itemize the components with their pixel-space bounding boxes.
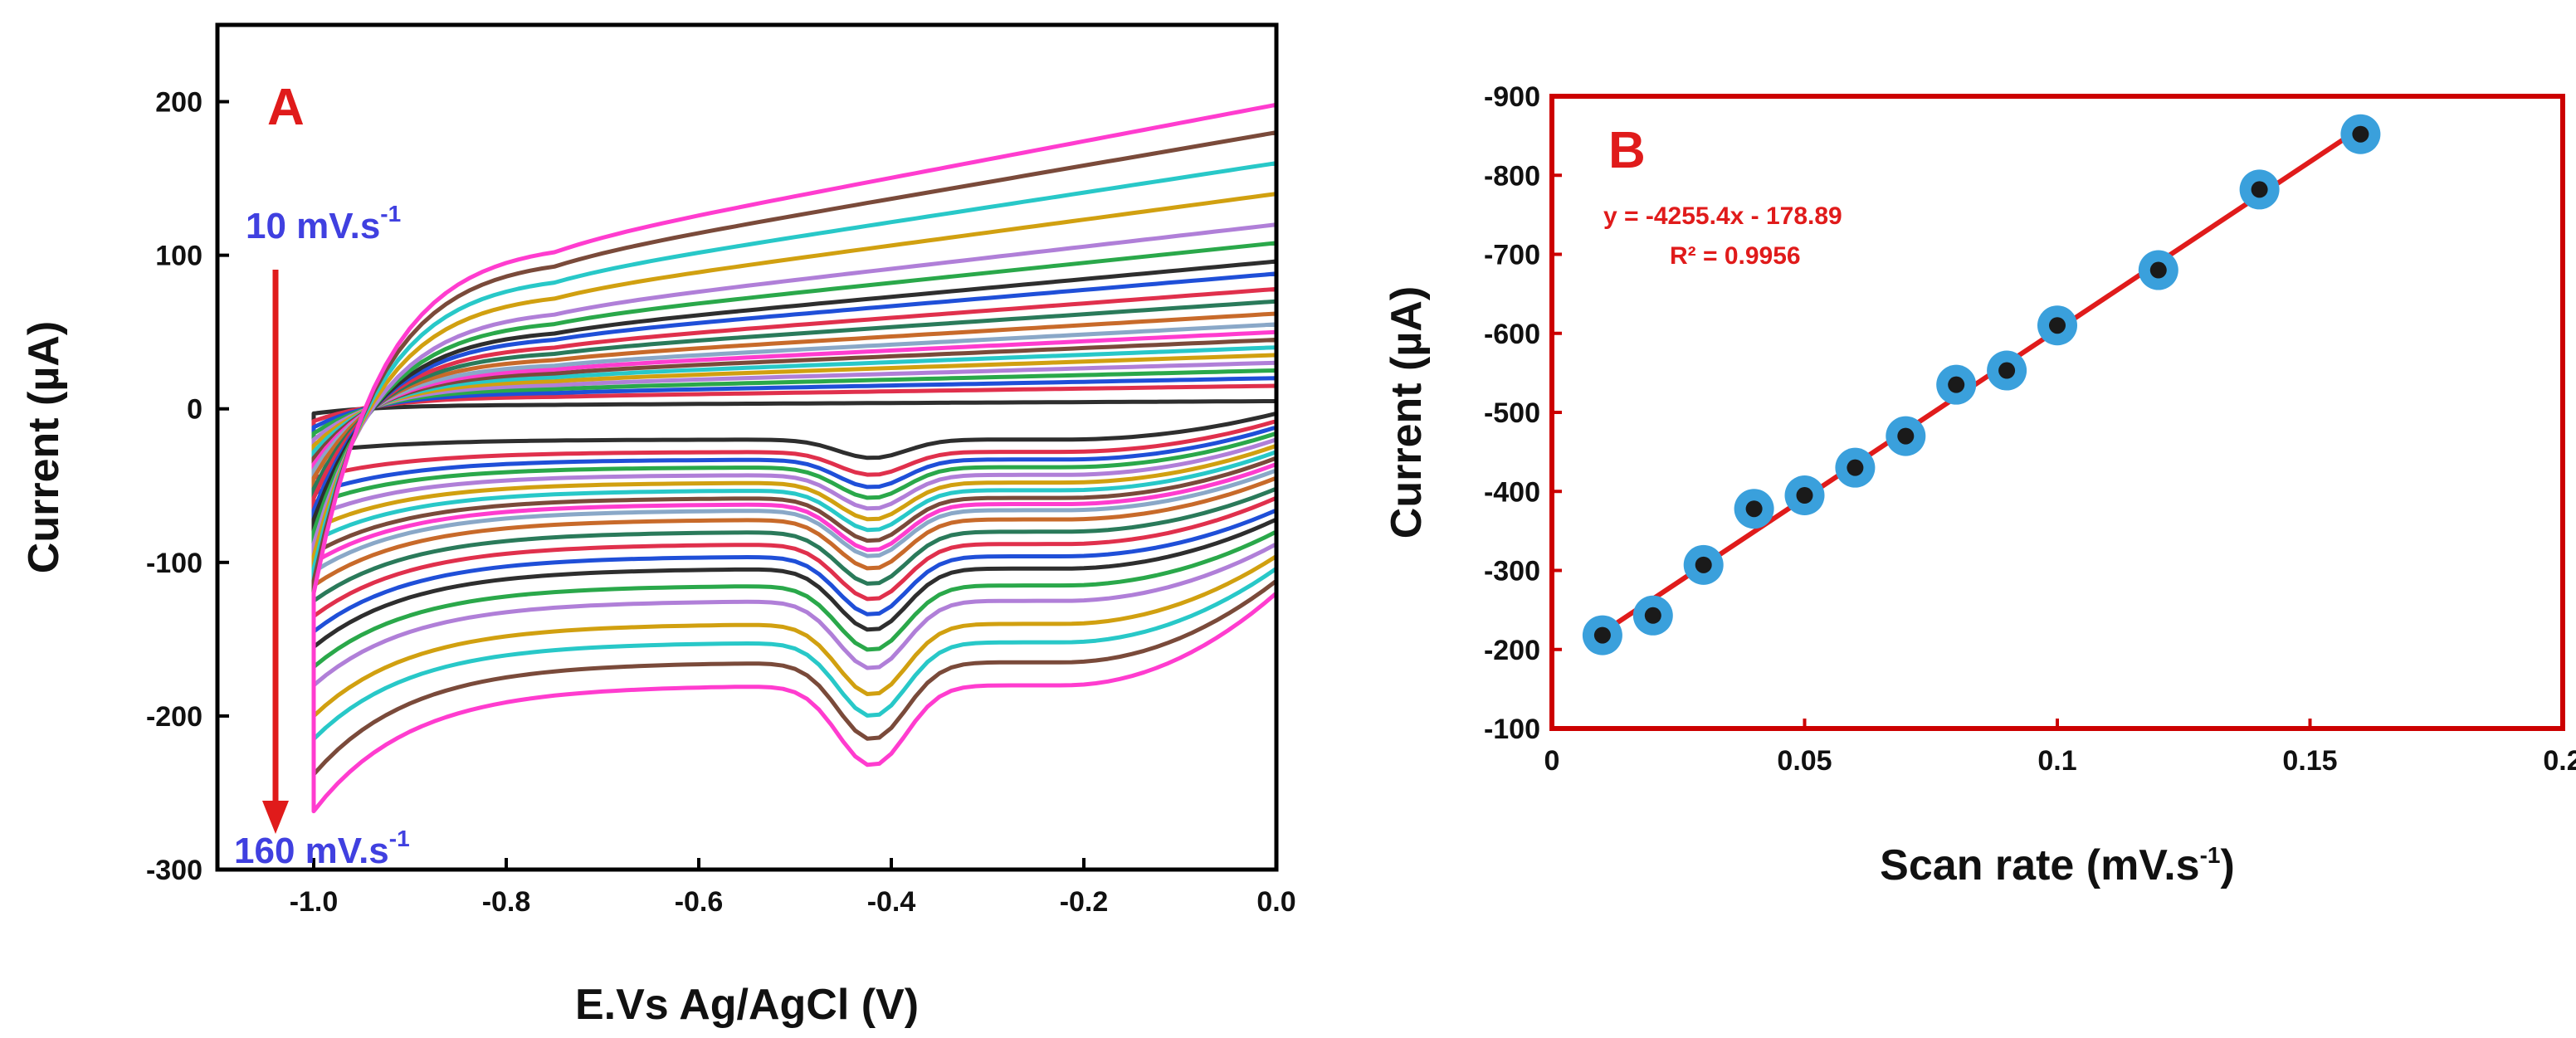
x-tick-label: 0.0 xyxy=(1256,886,1295,918)
y-tick-label: 0 xyxy=(187,394,202,426)
data-point xyxy=(1593,626,1611,644)
x-tick-label: 0.05 xyxy=(1777,745,1832,777)
y-tick-label: 100 xyxy=(155,241,202,272)
y-tick-label: -600 xyxy=(1484,319,1540,350)
y-tick-label: -200 xyxy=(1484,635,1540,666)
data-point xyxy=(1644,607,1661,624)
y-tick-label: -200 xyxy=(146,701,202,733)
data-point xyxy=(2049,317,2066,334)
end-scan-rate-label: 160 mV.s-1 xyxy=(234,826,410,871)
y-tick-label: -300 xyxy=(146,855,202,886)
y-tick-label: -900 xyxy=(1484,81,1540,113)
x-tick-label: 0.1 xyxy=(2037,745,2076,777)
y-tick-label: -500 xyxy=(1484,397,1540,429)
panel-b-x-axis-title: Scan rate (mV.s-1) xyxy=(1880,841,2235,889)
data-point xyxy=(2352,125,2369,143)
y-tick-label: -300 xyxy=(1484,556,1540,587)
x-tick-label: -0.2 xyxy=(1060,886,1109,918)
panel-b-frame xyxy=(1549,94,2565,731)
panel-b-x-ticks: 0 0.05 0.1 0.15 0.2 xyxy=(1544,719,2576,777)
y-tick-label: -800 xyxy=(1484,160,1540,192)
fit-equation: y = -4255.4x - 178.89 xyxy=(1603,202,1842,230)
scan-direction-arrow-head xyxy=(262,801,289,834)
panel-b-letter: B xyxy=(1608,122,1646,179)
data-point xyxy=(1745,500,1763,518)
panel-b-y-axis-title: Current (µA) xyxy=(1383,286,1431,538)
x-tick-label: -0.4 xyxy=(867,886,916,918)
cv-curves xyxy=(311,102,1279,814)
panel-a-cv-plot: 200 100 0 -100 -200 -300 -1.0 -0.8 -0.6 -0.4 -0.2… xyxy=(20,22,1296,1029)
y-tick-label: -400 xyxy=(1484,476,1540,508)
x-tick-label: 0.15 xyxy=(2282,745,2337,777)
data-points xyxy=(1582,114,2381,655)
y-tick-label: -100 xyxy=(1484,714,1540,745)
panel-a-x-axis-title: E.Vs Ag/AgCl (V) xyxy=(575,981,919,1029)
data-point xyxy=(1695,556,1712,573)
panel-a-letter: A xyxy=(267,79,305,136)
panel-a-y-axis-title: Current (µA) xyxy=(20,321,68,573)
y-tick-label: 200 xyxy=(155,87,202,119)
y-tick-label: -100 xyxy=(146,548,202,579)
start-scan-rate-label: 10 mV.s-1 xyxy=(246,201,401,246)
linear-fit-line xyxy=(1601,125,2363,635)
x-tick-label: -1.0 xyxy=(290,886,339,918)
panel-a-frame xyxy=(215,22,1279,872)
data-point xyxy=(1998,362,2016,379)
data-point xyxy=(1948,376,1965,393)
y-tick-label: -700 xyxy=(1484,240,1540,271)
fit-r-squared: R² = 0.9956 xyxy=(1670,242,1801,270)
data-point xyxy=(1897,427,1915,445)
data-point xyxy=(2251,181,2268,198)
data-point xyxy=(1847,459,1864,476)
x-tick-label: 0 xyxy=(1544,745,1560,777)
panel-a-x-ticks: -1.0 -0.8 -0.6 -0.4 -0.2 0.0 xyxy=(290,858,1296,918)
panel-a-y-ticks: 200 100 0 -100 -200 -300 xyxy=(146,87,229,886)
x-tick-label: 0.2 xyxy=(2543,745,2576,777)
panel-b-y-ticks: -900 -800 -700 -600 -500 -400 -300 -200 -100 xyxy=(1484,81,1562,745)
data-point xyxy=(1796,487,1813,504)
data-point xyxy=(2149,261,2167,279)
x-tick-label: -0.6 xyxy=(675,886,724,918)
x-tick-label: -0.8 xyxy=(482,886,531,918)
panel-b-scatter-plot: -900 -800 -700 -600 -500 -400 -300 -200 -100 0 0.… xyxy=(1383,81,2576,889)
